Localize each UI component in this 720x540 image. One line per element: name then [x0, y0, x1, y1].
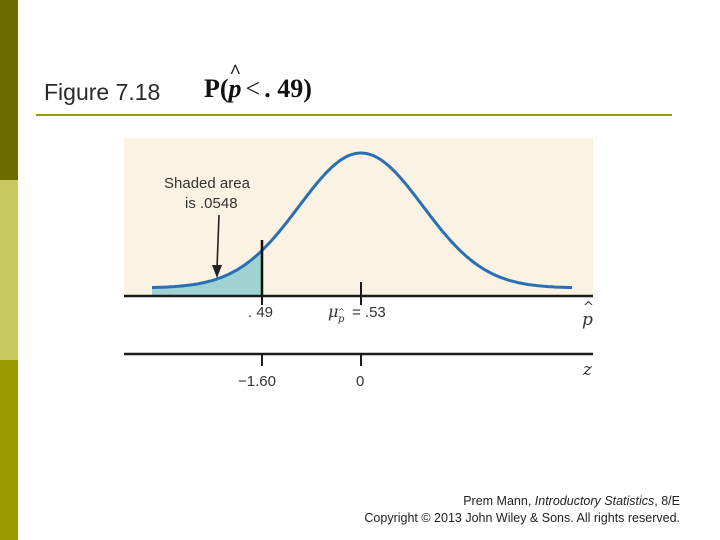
phat-tick-label-mean: = .53: [352, 304, 386, 321]
annotation-arrow-shaft: [216, 214, 220, 269]
annotation-arrow-head: [212, 265, 222, 278]
normal-curve: [152, 151, 573, 290]
annotation-line-1: Shaded area: [164, 175, 251, 192]
formula-value: . 49): [264, 74, 312, 103]
phat-tick-label-049: . 49: [248, 304, 273, 321]
formula-operator: <: [245, 74, 261, 103]
credit-copyright-line: Copyright © 2013 John Wiley & Sons. All …: [364, 511, 680, 525]
credit-edition: , 8/E: [654, 494, 680, 508]
figure-background: [124, 138, 593, 296]
annotation-line-2: is .0548: [185, 195, 238, 212]
shaded-left-tail: [152, 250, 262, 296]
z-tick-label-zero: 0: [356, 373, 364, 390]
mu-symbol: μ: [328, 302, 338, 321]
formula-hat: ^: [229, 61, 242, 83]
formula-prefix: P(: [204, 74, 229, 103]
credit-source-line: Prem Mann, Introductory Statistics, 8/E: [364, 493, 680, 510]
sidebar-accent-middle: [0, 180, 18, 360]
sidebar-accent-top: [0, 0, 18, 180]
formula-variable-letter: p: [228, 74, 242, 103]
sidebar-accent-bottom: [0, 360, 18, 540]
credit-author: Prem Mann,: [463, 494, 535, 508]
phat-axis-variable: p: [582, 310, 593, 330]
copyright-credit: Prem Mann, Introductory Statistics, 8/E …: [364, 493, 680, 527]
mu-subscript-hat: ^: [338, 307, 345, 316]
title-underline: [36, 114, 672, 116]
probability-formula: P(^ p <. 49): [204, 61, 312, 104]
phat-axis-hat: ^: [583, 300, 594, 315]
mu-subscript-p: p: [338, 314, 345, 325]
credit-book: Introductory Statistics: [534, 494, 655, 508]
formula-variable: ^ p: [228, 61, 242, 104]
z-tick-label-minus-160: −1.60: [238, 373, 276, 390]
figure-label: Figure 7.18: [44, 79, 161, 105]
z-axis-variable: z: [582, 360, 593, 380]
